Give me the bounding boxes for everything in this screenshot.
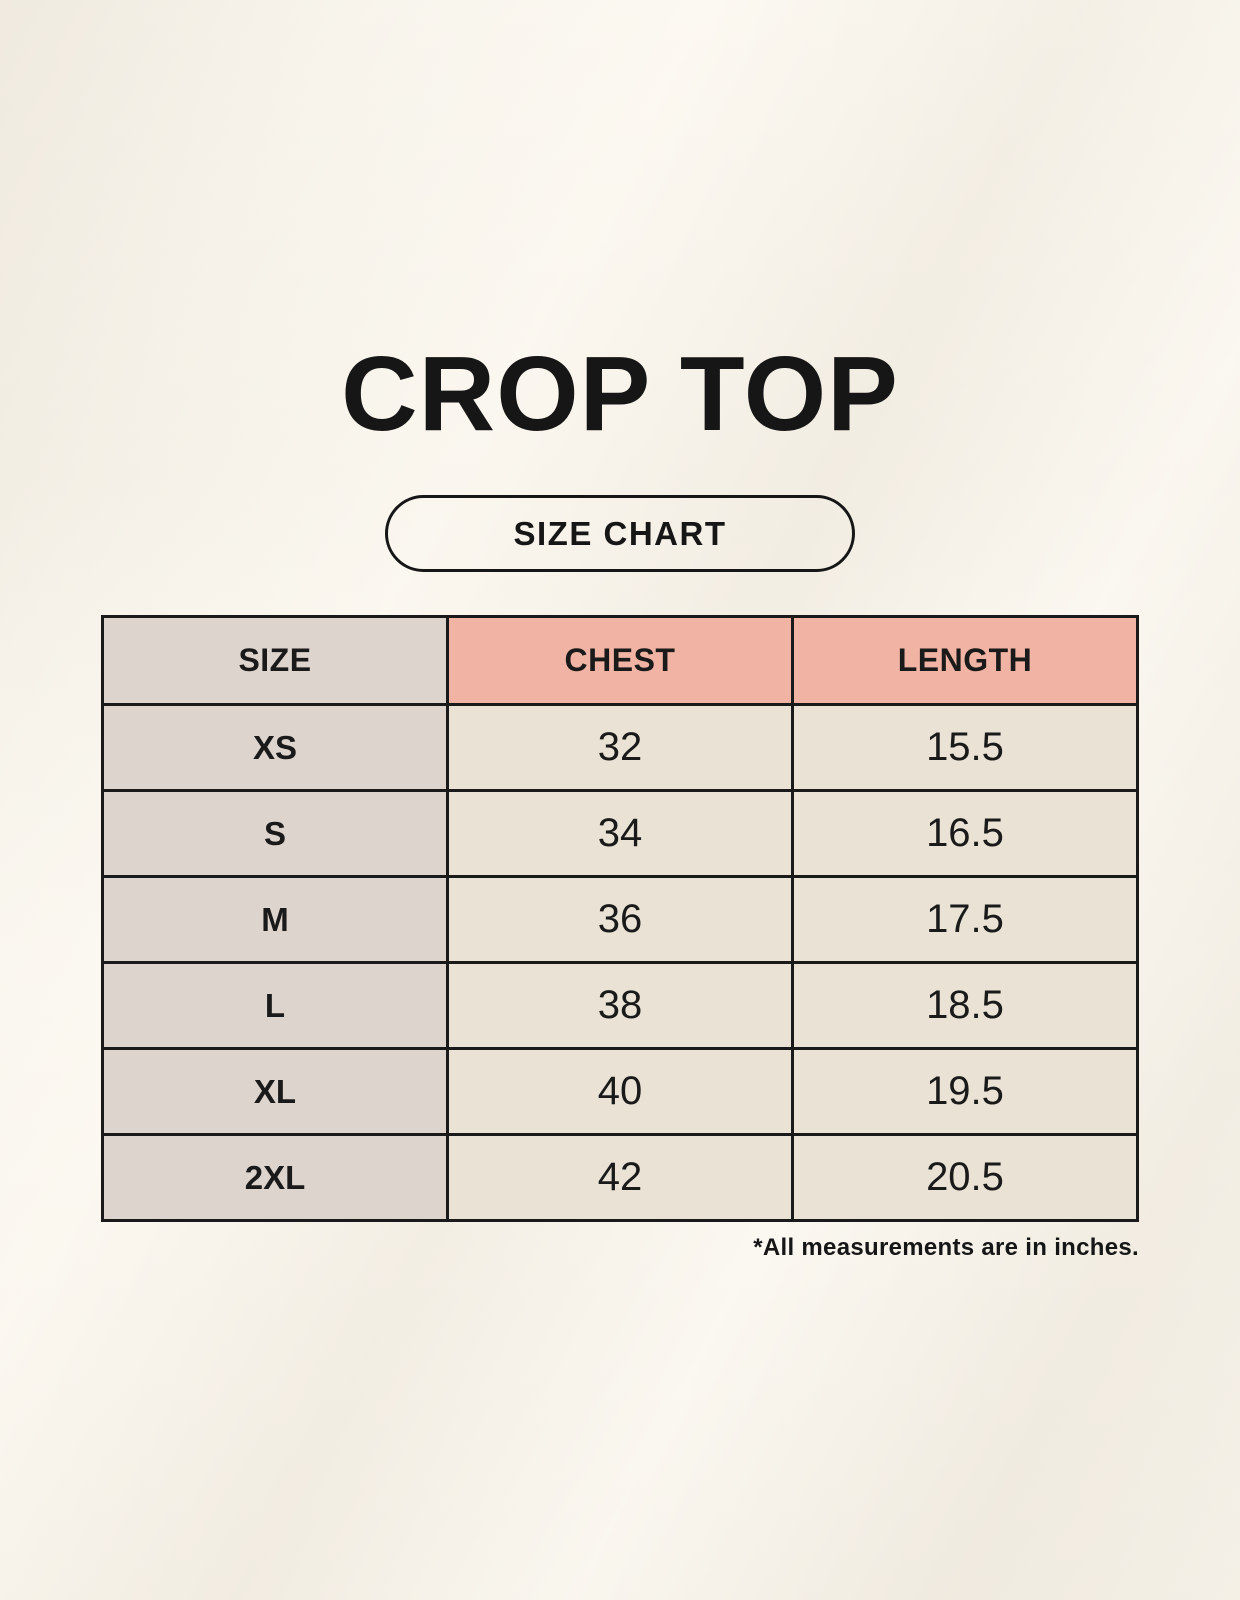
size-chart-badge-container: SIZE CHART bbox=[0, 495, 1240, 572]
length-value-cell: 19.5 bbox=[791, 1047, 1139, 1136]
chest-value-cell: 32 bbox=[446, 703, 794, 792]
column-header-chest: CHEST bbox=[446, 615, 794, 706]
table-row-l: L 38 18.5 bbox=[101, 961, 1139, 1050]
chest-value-cell: 42 bbox=[446, 1133, 794, 1222]
table-row-xs: XS 32 15.5 bbox=[101, 703, 1139, 792]
column-header-length: LENGTH bbox=[791, 615, 1139, 706]
measurements-footnote: *All measurements are in inches. bbox=[753, 1234, 1139, 1261]
product-title: CROP TOP bbox=[341, 335, 899, 453]
length-value-cell: 20.5 bbox=[791, 1133, 1139, 1222]
table-row-m: M 36 17.5 bbox=[101, 875, 1139, 964]
table-row-xl: XL 40 19.5 bbox=[101, 1047, 1139, 1136]
size-chart-table: SIZE CHEST LENGTH XS 32 15.5 S 34 16.5 M bbox=[101, 615, 1139, 1222]
table-row-s: S 34 16.5 bbox=[101, 789, 1139, 878]
table-row-2xl: 2XL 42 20.5 bbox=[101, 1133, 1139, 1222]
chest-value-cell: 40 bbox=[446, 1047, 794, 1136]
length-value-cell: 15.5 bbox=[791, 703, 1139, 792]
size-label-cell: S bbox=[101, 789, 449, 878]
size-table-container: SIZE CHEST LENGTH XS 32 15.5 S 34 16.5 M bbox=[101, 615, 1139, 1222]
length-value-cell: 16.5 bbox=[791, 789, 1139, 878]
column-header-size: SIZE bbox=[101, 615, 449, 706]
chest-value-cell: 34 bbox=[446, 789, 794, 878]
chest-value-cell: 38 bbox=[446, 961, 794, 1050]
size-label-cell: L bbox=[101, 961, 449, 1050]
size-label-cell: M bbox=[101, 875, 449, 964]
length-value-cell: 17.5 bbox=[791, 875, 1139, 964]
length-value-cell: 18.5 bbox=[791, 961, 1139, 1050]
size-label-cell: XS bbox=[101, 703, 449, 792]
size-chart-badge[interactable]: SIZE CHART bbox=[385, 495, 855, 572]
size-label-cell: XL bbox=[101, 1047, 449, 1136]
chest-value-cell: 36 bbox=[446, 875, 794, 964]
size-label-cell: 2XL bbox=[101, 1133, 449, 1222]
table-header-row: SIZE CHEST LENGTH bbox=[101, 615, 1139, 706]
